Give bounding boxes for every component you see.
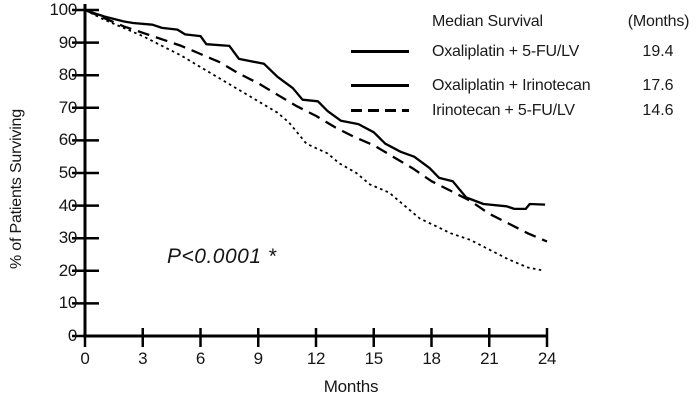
legend-label: Irinotecan + 5-FU/LV: [432, 102, 575, 119]
dashed-line-sample-icon: [351, 109, 409, 112]
legend-label: Oxaliplatin + 5-FU/LV: [432, 43, 580, 60]
legend-title: Median Survival: [432, 13, 543, 30]
legend-label: Oxaliplatin + Irinotecan: [432, 77, 591, 94]
x-tick-label: 9: [253, 349, 263, 368]
legend-row-oxaliplatin-5fu-lv: Oxaliplatin + 5-FU/LV 19.4: [345, 42, 698, 62]
x-tick-label: 0: [80, 349, 90, 368]
legend-unit-header: (Months): [627, 13, 690, 30]
x-tick-label: 24: [537, 349, 557, 368]
legend-median-value: 19.4: [642, 43, 674, 60]
y-tick-label: 60: [58, 130, 78, 150]
curve-oxaliplatin-5fu-lv: [84, 8, 546, 211]
y-tick-label: 20: [58, 260, 78, 280]
y-tick-label: 0: [67, 326, 77, 345]
y-tick-label: 70: [58, 97, 78, 117]
y-tick-label: 80: [58, 65, 78, 85]
y-tick-label: 100: [49, 0, 78, 19]
x-tick-label: 21: [480, 349, 499, 368]
y-tick-label: 30: [58, 228, 78, 248]
x-axis-title: Months: [323, 377, 379, 396]
y-tick-label: 90: [58, 32, 78, 52]
y-axis-title: % of Patients Surviving: [8, 109, 25, 269]
curve-irinotecan-5fu-lv: [84, 9, 542, 271]
curve-oxaliplatin-irinotecan: [84, 8, 548, 243]
x-tick-label: 15: [364, 349, 384, 368]
legend-median-value: 14.6: [642, 102, 674, 119]
y-tick-label: 10: [58, 293, 78, 313]
legend-median-value: 17.6: [642, 77, 674, 94]
solid-line-sample-icon: [351, 84, 409, 87]
legend-row-irinotecan-5fu-lv: Irinotecan + 5-FU/LV 14.6: [345, 101, 698, 121]
y-tick-label: 40: [58, 195, 78, 215]
x-tick-label: 18: [422, 349, 441, 368]
p-value-annotation: P<0.0001 *: [167, 245, 277, 268]
legend-row-oxaliplatin-irinotecan: Oxaliplatin + Irinotecan 17.6: [345, 76, 698, 96]
x-tick-label: 3: [138, 349, 148, 368]
solid-line-sample-icon: [351, 50, 409, 53]
x-tick-label: 12: [306, 349, 326, 368]
x-tick-label: 6: [195, 349, 206, 368]
y-tick-label: 50: [58, 163, 78, 182]
